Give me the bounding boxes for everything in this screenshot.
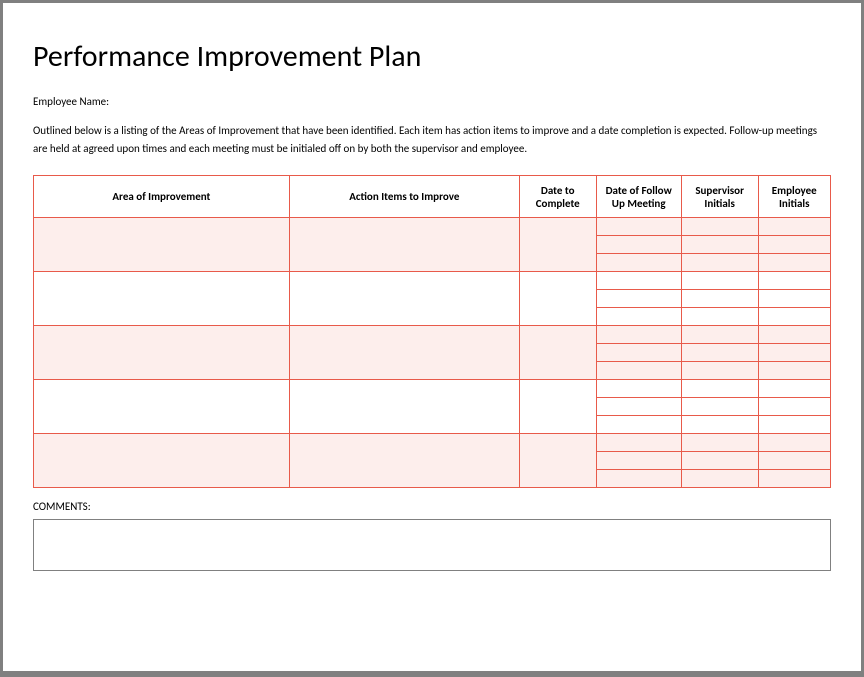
cell-followup xyxy=(596,416,681,434)
cell-area xyxy=(34,434,290,488)
header-employee: Employee Initials xyxy=(758,176,831,218)
cell-employee xyxy=(758,218,831,236)
cell-action xyxy=(289,218,519,272)
cell-supervisor xyxy=(681,236,758,254)
cell-followup xyxy=(596,308,681,326)
comments-box xyxy=(33,519,831,571)
header-action: Action Items to Improve xyxy=(289,176,519,218)
cell-employee xyxy=(758,236,831,254)
cell-followup xyxy=(596,290,681,308)
cell-area xyxy=(34,326,290,380)
cell-action xyxy=(289,380,519,434)
cell-action xyxy=(289,434,519,488)
cell-followup xyxy=(596,380,681,398)
cell-action xyxy=(289,326,519,380)
cell-followup xyxy=(596,434,681,452)
cell-supervisor xyxy=(681,470,758,488)
cell-date-complete xyxy=(519,380,596,434)
cell-followup xyxy=(596,362,681,380)
cell-employee xyxy=(758,290,831,308)
table-row xyxy=(34,434,831,452)
cell-employee xyxy=(758,344,831,362)
cell-supervisor xyxy=(681,362,758,380)
header-supervisor: Supervisor Initials xyxy=(681,176,758,218)
header-area: Area of Improvement xyxy=(34,176,290,218)
cell-employee xyxy=(758,398,831,416)
cell-followup xyxy=(596,272,681,290)
cell-date-complete xyxy=(519,272,596,326)
header-date-complete: Date to Complete xyxy=(519,176,596,218)
cell-followup xyxy=(596,398,681,416)
cell-supervisor xyxy=(681,434,758,452)
cell-supervisor xyxy=(681,290,758,308)
cell-supervisor xyxy=(681,254,758,272)
cell-followup xyxy=(596,218,681,236)
table-header-row: Area of Improvement Action Items to Impr… xyxy=(34,176,831,218)
cell-supervisor xyxy=(681,308,758,326)
cell-followup xyxy=(596,236,681,254)
cell-supervisor xyxy=(681,218,758,236)
cell-employee xyxy=(758,434,831,452)
cell-employee xyxy=(758,362,831,380)
cell-employee xyxy=(758,470,831,488)
cell-date-complete xyxy=(519,326,596,380)
cell-followup xyxy=(596,452,681,470)
employee-name-label: Employee Name: xyxy=(33,95,831,108)
table-body xyxy=(34,218,831,488)
header-date-followup: Date of Follow Up Meeting xyxy=(596,176,681,218)
table-row xyxy=(34,326,831,344)
cell-supervisor xyxy=(681,380,758,398)
cell-supervisor xyxy=(681,272,758,290)
cell-followup xyxy=(596,254,681,272)
cell-followup xyxy=(596,344,681,362)
cell-supervisor xyxy=(681,398,758,416)
document-page: Performance Improvement Plan Employee Na… xyxy=(3,3,861,671)
table-row xyxy=(34,272,831,290)
comments-label: COMMENTS: xyxy=(33,500,831,513)
improvement-table: Area of Improvement Action Items to Impr… xyxy=(33,175,831,488)
page-title: Performance Improvement Plan xyxy=(33,38,831,75)
cell-date-complete xyxy=(519,218,596,272)
cell-area xyxy=(34,218,290,272)
cell-employee xyxy=(758,380,831,398)
cell-supervisor xyxy=(681,452,758,470)
cell-area xyxy=(34,380,290,434)
cell-supervisor xyxy=(681,416,758,434)
cell-employee xyxy=(758,452,831,470)
table-row xyxy=(34,380,831,398)
cell-employee xyxy=(758,326,831,344)
cell-supervisor xyxy=(681,344,758,362)
cell-action xyxy=(289,272,519,326)
cell-date-complete xyxy=(519,434,596,488)
cell-employee xyxy=(758,308,831,326)
cell-employee xyxy=(758,272,831,290)
table-row xyxy=(34,218,831,236)
cell-area xyxy=(34,272,290,326)
cell-supervisor xyxy=(681,326,758,344)
cell-employee xyxy=(758,416,831,434)
description-text: Outlined below is a listing of the Areas… xyxy=(33,122,831,157)
cell-employee xyxy=(758,254,831,272)
cell-followup xyxy=(596,470,681,488)
cell-followup xyxy=(596,326,681,344)
